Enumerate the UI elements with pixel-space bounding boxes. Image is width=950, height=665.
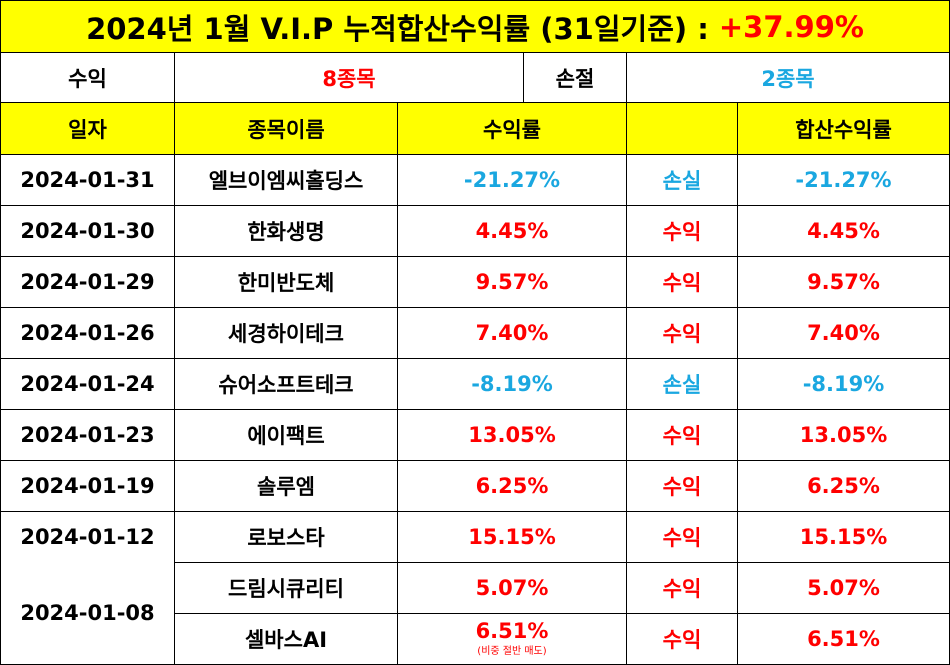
result-cell: 수익 (627, 614, 738, 664)
stock-name-cell: 세경하이테크 (175, 308, 398, 359)
rate-cell: 13.05% (398, 410, 627, 461)
rate-value: 6.51% (475, 619, 549, 643)
table-row: 셀바스AI 6.51% (비중 절반 매도) 수익 6.51% (1, 614, 949, 664)
header-rate: 수익률 (398, 103, 627, 155)
stock-name-cell: 한미반도체 (175, 257, 398, 308)
result-cell: 수익 (627, 257, 738, 308)
date-cell: 2024-01-24 (1, 359, 175, 410)
rate-cell: -21.27% (398, 155, 627, 206)
title-cell: 2024년 1월 V.I.P 누적합산수익률 (31일기준) : +37.99% (1, 1, 949, 53)
stock-name-cell: 슈어소프트테크 (175, 359, 398, 410)
summary-row: 수익 8종목 손절 2종목 (1, 53, 949, 103)
rate-cell: 15.15% (398, 512, 627, 563)
result-cell: 수익 (627, 512, 738, 563)
total-rate-cell: 15.15% (738, 512, 949, 563)
header-total: 합산수익률 (738, 103, 949, 155)
table-row: 드림시큐리티 5.07% 수익 5.07% (1, 563, 949, 614)
result-cell: 수익 (627, 410, 738, 461)
result-cell: 손실 (627, 359, 738, 410)
rate-cell: 4.45% (398, 206, 627, 257)
total-rate-cell: 13.05% (738, 410, 949, 461)
rate-cell: 6.51% (비중 절반 매도) (398, 614, 627, 664)
date-cell: 2024-01-19 (1, 461, 175, 512)
table-row: 2024-01-29 한미반도체 9.57% 수익 9.57% (1, 257, 949, 308)
result-cell: 수익 (627, 308, 738, 359)
merged-date-cell: 2024-01-08 (1, 562, 175, 664)
total-rate-cell: 6.25% (738, 461, 949, 512)
result-cell: 손실 (627, 155, 738, 206)
rate-cell: -8.19% (398, 359, 627, 410)
header-row: 일자 종목이름 수익률 합산수익률 (1, 103, 949, 155)
total-rate-cell: 6.51% (807, 627, 880, 651)
table-row: 2024-01-23 에이팩트 13.05% 수익 13.05% (1, 410, 949, 461)
rate-cell: 6.25% (398, 461, 627, 512)
rate-cell: 5.07% (398, 563, 627, 614)
stock-name-cell: 한화생명 (175, 206, 398, 257)
loss-label: 손절 (524, 53, 627, 103)
header-result (627, 103, 738, 155)
stock-name-cell: 에이팩트 (175, 410, 398, 461)
table-row: 2024-01-12 로보스타 15.15% 수익 15.15% (1, 512, 949, 563)
date-cell: 2024-01-29 (1, 257, 175, 308)
total-rate-cell: 5.07% (738, 563, 949, 614)
title-row: 2024년 1월 V.I.P 누적합산수익률 (31일기준) : +37.99% (1, 1, 949, 53)
table-row: 2024-01-19 솔루엠 6.25% 수익 6.25% (1, 461, 949, 512)
stock-name-cell: 엘브이엠씨홀딩스 (175, 155, 398, 206)
header-name: 종목이름 (175, 103, 398, 155)
rate-stack: 6.51% (비중 절반 매도) (476, 621, 549, 657)
stock-name-cell: 드림시큐리티 (175, 563, 398, 614)
result-cell: 수익 (627, 563, 738, 614)
rate-note: (비중 절반 매도) (477, 646, 547, 657)
total-rate-cell: -8.19% (738, 359, 949, 410)
profit-count: 8종목 (175, 53, 524, 103)
date-cell: 2024-01-26 (1, 308, 175, 359)
stock-name-cell: 솔루엠 (175, 461, 398, 512)
total-return-value: +37.99% (718, 9, 864, 44)
date-cell: 2024-01-30 (1, 206, 175, 257)
table-row: 2024-01-31 엘브이엠씨홀딩스 -21.27% 손실 -21.27% (1, 155, 949, 206)
rate-cell: 7.40% (398, 308, 627, 359)
total-rate-cell: -21.27% (738, 155, 949, 206)
header-date: 일자 (1, 103, 175, 155)
date-cell: 2024-01-31 (1, 155, 175, 206)
stock-name-cell: 셀바스AI (175, 614, 398, 664)
table-row: 2024-01-24 슈어소프트테크 -8.19% 손실 -8.19% (1, 359, 949, 410)
date-cell: 2024-01-12 (1, 512, 175, 563)
date-cell: 2024-01-23 (1, 410, 175, 461)
total-rate-cell: 9.57% (738, 257, 949, 308)
result-cell: 수익 (627, 461, 738, 512)
rate-cell: 9.57% (398, 257, 627, 308)
loss-count: 2종목 (627, 53, 949, 103)
profit-label: 수익 (1, 53, 175, 103)
total-rate-cell: 7.40% (738, 308, 949, 359)
result-cell: 수익 (627, 206, 738, 257)
stock-name-cell: 로보스타 (175, 512, 398, 563)
table-row: 2024-01-30 한화생명 4.45% 수익 4.45% (1, 206, 949, 257)
total-rate-cell: 4.45% (738, 206, 949, 257)
table-row: 2024-01-26 세경하이테크 7.40% 수익 7.40% (1, 308, 949, 359)
title-text: 2024년 1월 V.I.P 누적합산수익률 (31일기준) : (86, 11, 709, 46)
